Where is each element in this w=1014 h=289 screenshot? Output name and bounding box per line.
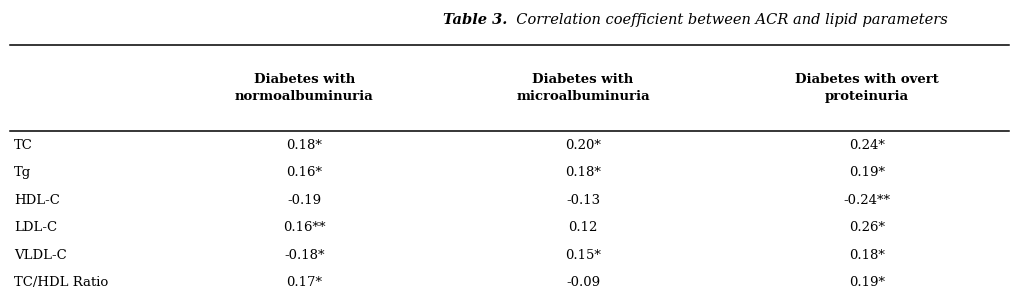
Text: -0.24**: -0.24** xyxy=(844,194,890,207)
Text: Diabetes with overt
proteinuria: Diabetes with overt proteinuria xyxy=(795,73,939,103)
Text: TC/HDL Ratio: TC/HDL Ratio xyxy=(14,276,108,289)
Text: LDL-C: LDL-C xyxy=(14,221,58,234)
Text: Diabetes with
microalbuminuria: Diabetes with microalbuminuria xyxy=(516,73,650,103)
Text: 0.19*: 0.19* xyxy=(849,166,885,179)
Text: -0.19: -0.19 xyxy=(287,194,321,207)
Text: -0.09: -0.09 xyxy=(566,276,600,289)
Text: 0.17*: 0.17* xyxy=(286,276,322,289)
Text: 0.20*: 0.20* xyxy=(565,139,601,152)
Text: Diabetes with
normoalbuminuria: Diabetes with normoalbuminuria xyxy=(235,73,373,103)
Text: 0.16**: 0.16** xyxy=(283,221,325,234)
Text: HDL-C: HDL-C xyxy=(14,194,60,207)
Text: 0.15*: 0.15* xyxy=(565,249,601,262)
Text: TC: TC xyxy=(14,139,33,152)
Text: Tg: Tg xyxy=(14,166,31,179)
Text: 0.19*: 0.19* xyxy=(849,276,885,289)
Text: 0.18*: 0.18* xyxy=(849,249,885,262)
Text: -0.18*: -0.18* xyxy=(284,249,324,262)
Text: 0.18*: 0.18* xyxy=(565,166,601,179)
Text: 0.24*: 0.24* xyxy=(849,139,885,152)
Text: 0.18*: 0.18* xyxy=(286,139,322,152)
Text: 0.12: 0.12 xyxy=(569,221,597,234)
Text: VLDL-C: VLDL-C xyxy=(14,249,67,262)
Text: Correlation coefficient between ACR and lipid parameters: Correlation coefficient between ACR and … xyxy=(507,13,948,27)
Text: 0.26*: 0.26* xyxy=(849,221,885,234)
Text: -0.13: -0.13 xyxy=(566,194,600,207)
Text: 0.16*: 0.16* xyxy=(286,166,322,179)
Text: Table 3.: Table 3. xyxy=(443,13,507,27)
